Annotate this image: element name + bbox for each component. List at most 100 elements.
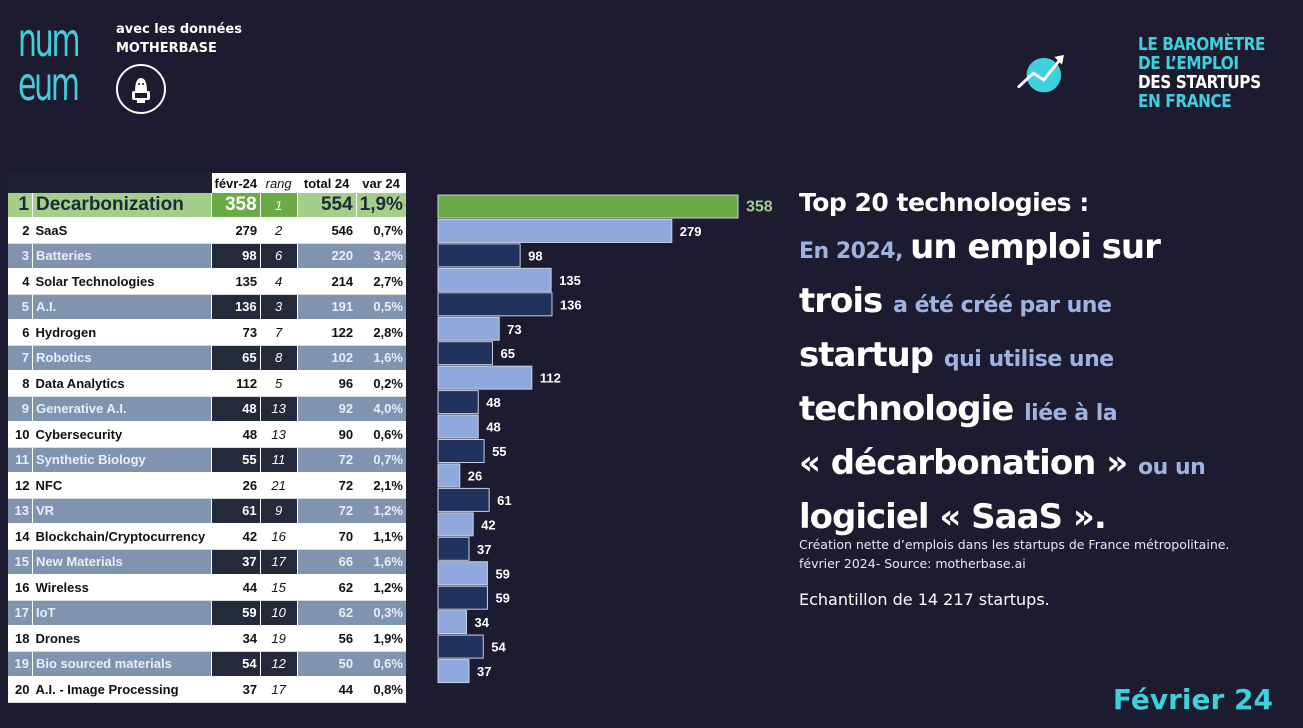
bar-18 bbox=[437, 610, 467, 635]
headline-line: trois a été créé par une bbox=[799, 277, 1279, 331]
bar-value-label: 73 bbox=[507, 322, 521, 337]
headline-text: ou un bbox=[1138, 455, 1206, 480]
headline-emphasis: startup bbox=[799, 335, 944, 375]
logo-bottom-text: eum bbox=[18, 57, 80, 111]
row-feb-value: 279 bbox=[211, 217, 261, 244]
table-row: 11 Synthetic Biology 55 11 72 0,7% bbox=[8, 447, 406, 473]
row-rank: 10 bbox=[8, 421, 33, 448]
row-rank: 15 bbox=[8, 549, 33, 575]
row-rank: 7 bbox=[8, 345, 33, 371]
bar-value-label: 55 bbox=[492, 444, 506, 459]
row-rang: 16 bbox=[260, 523, 298, 550]
row-var: 1,1% bbox=[356, 523, 406, 550]
bar-9 bbox=[437, 390, 479, 415]
row-var: 3,2% bbox=[356, 243, 406, 269]
row-total: 214 bbox=[297, 268, 357, 295]
table-row: 4 Solar Technologies 135 4 214 2,7% bbox=[8, 268, 406, 295]
row-feb-value: 112 bbox=[211, 370, 261, 397]
row-rang: 8 bbox=[259, 345, 298, 371]
row-rang: 17 bbox=[259, 549, 298, 575]
header-feb: févr-24 bbox=[211, 173, 261, 193]
row-name: VR bbox=[32, 498, 212, 524]
row-total: 90 bbox=[297, 421, 357, 448]
row-total: 56 bbox=[297, 625, 357, 652]
row-rank: 4 bbox=[8, 268, 33, 295]
row-rank: 12 bbox=[8, 472, 33, 499]
row-rang: 10 bbox=[259, 600, 298, 626]
row-rang: 1 bbox=[259, 193, 298, 218]
numeum-logo: num eum bbox=[18, 17, 106, 118]
bar-value-label: 136 bbox=[560, 297, 582, 312]
row-rang: 4 bbox=[260, 268, 298, 295]
row-feb-value: 98 bbox=[211, 243, 261, 269]
row-rang: 12 bbox=[259, 651, 298, 677]
row-total: 62 bbox=[296, 600, 357, 626]
header-var: var 24 bbox=[356, 173, 406, 193]
bar-14 bbox=[437, 512, 474, 537]
row-name: NFC bbox=[32, 472, 212, 499]
row-total: 72 bbox=[296, 498, 357, 524]
table-row: 9 Generative A.I. 48 13 92 4,0% bbox=[8, 396, 406, 422]
bar-value-label: 279 bbox=[680, 224, 702, 239]
row-rang: 5 bbox=[260, 370, 298, 397]
table-row: 6 Hydrogen 73 7 122 2,8% bbox=[8, 319, 406, 346]
row-name: A.I. bbox=[32, 294, 212, 320]
bar-value-label: 48 bbox=[486, 395, 500, 410]
row-rang: 17 bbox=[260, 676, 298, 703]
row-var: 0,6% bbox=[356, 651, 406, 677]
row-var: 1,2% bbox=[356, 574, 406, 601]
bar-value-label: 34 bbox=[474, 615, 489, 630]
row-feb-value: 48 bbox=[211, 421, 261, 448]
headline-text: En 2024, bbox=[799, 239, 911, 264]
row-var: 0,3% bbox=[356, 600, 406, 626]
row-rang: 13 bbox=[260, 421, 298, 448]
row-name: A.I. - Image Processing bbox=[32, 676, 212, 703]
note-line2: février 2024- Source: motherbase.ai bbox=[799, 556, 1026, 571]
row-feb-value: 54 bbox=[211, 651, 261, 677]
bar-17 bbox=[437, 585, 488, 610]
bar-4 bbox=[437, 267, 552, 292]
data-source-line1: avec les données bbox=[116, 22, 242, 37]
header-total: total 24 bbox=[297, 173, 357, 193]
header-rang: rang bbox=[260, 173, 298, 193]
row-feb-value: 42 bbox=[211, 523, 261, 550]
row-name: Batteries bbox=[32, 243, 212, 269]
row-rank: 3 bbox=[8, 243, 33, 269]
table-row: 14 Blockchain/Cryptocurrency 42 16 70 1,1% bbox=[8, 523, 406, 550]
motherbase-robot-icon bbox=[116, 64, 166, 114]
bar-value-label: 59 bbox=[495, 566, 509, 581]
row-name: SaaS bbox=[32, 217, 212, 244]
row-total: 72 bbox=[296, 447, 357, 473]
barometer-title: LE BAROMÈTRE DE L’EMPLOI DES STARTUPS EN… bbox=[1138, 35, 1265, 111]
row-name: IoT bbox=[32, 600, 212, 626]
row-rank: 6 bbox=[8, 319, 33, 346]
row-total: 72 bbox=[297, 472, 357, 499]
row-rank: 8 bbox=[8, 370, 33, 397]
bar-20 bbox=[437, 659, 470, 684]
header-blank-rank bbox=[8, 173, 33, 193]
row-rank: 19 bbox=[8, 651, 33, 677]
bar-value-label: 37 bbox=[477, 542, 491, 557]
row-var: 0,8% bbox=[356, 676, 406, 703]
table-row: 19 Bio sourced materials 54 12 50 0,6% bbox=[8, 651, 406, 677]
headline-emphasis: technologie bbox=[799, 389, 1025, 429]
bar-8 bbox=[437, 365, 533, 390]
bar-11 bbox=[437, 439, 485, 463]
bar-1 bbox=[437, 194, 739, 219]
row-feb-value: 65 bbox=[211, 345, 261, 371]
bar-16 bbox=[437, 561, 488, 586]
table-row: 20 A.I. - Image Processing 37 17 44 0,8% bbox=[8, 676, 406, 703]
table-row: 10 Cybersecurity 48 13 90 0,6% bbox=[8, 421, 406, 448]
row-name: Robotics bbox=[32, 345, 212, 371]
headline-text: qui utilise une bbox=[943, 347, 1114, 372]
row-rang: 7 bbox=[260, 319, 298, 346]
row-var: 1,9% bbox=[355, 193, 406, 218]
row-rang: 9 bbox=[259, 498, 298, 524]
table-row: 8 Data Analytics 112 5 96 0,2% bbox=[8, 370, 406, 397]
bar-6 bbox=[437, 316, 500, 341]
report-month: Février 24 bbox=[1112, 683, 1273, 716]
row-feb-value: 26 bbox=[211, 472, 261, 499]
row-rang: 11 bbox=[259, 447, 298, 473]
row-total: 66 bbox=[296, 549, 357, 575]
row-rank: 11 bbox=[8, 447, 33, 473]
